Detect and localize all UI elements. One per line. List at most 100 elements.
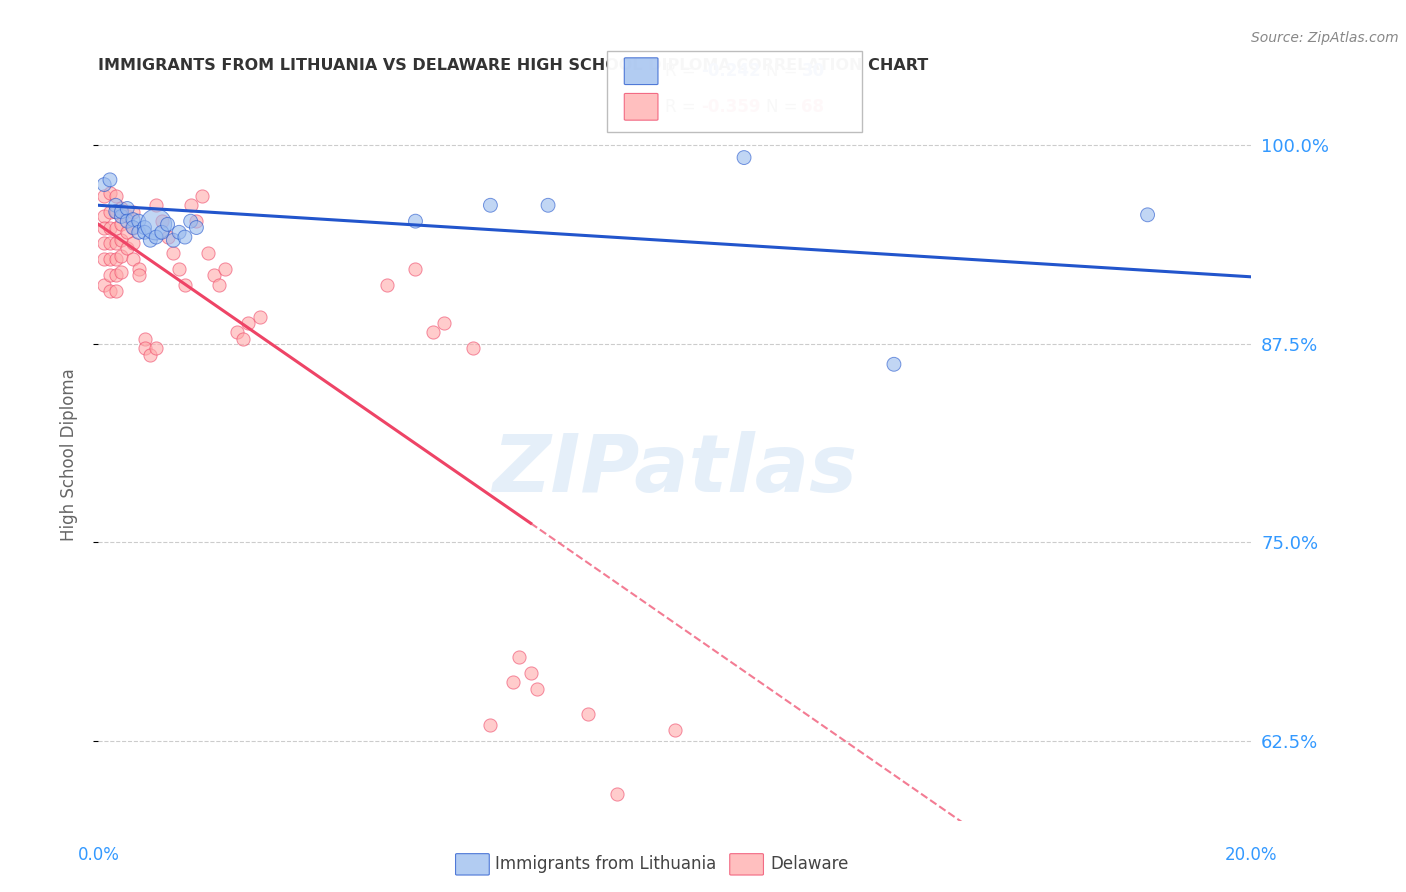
Point <box>110 265 132 279</box>
Point <box>117 241 139 255</box>
Point <box>526 681 548 696</box>
Point <box>150 214 173 228</box>
Point <box>156 218 179 232</box>
Point <box>93 220 115 235</box>
Text: 0.0%: 0.0% <box>77 846 120 863</box>
Point <box>231 332 254 346</box>
Point <box>104 198 127 212</box>
Text: Source: ZipAtlas.com: Source: ZipAtlas.com <box>1251 31 1399 45</box>
Point <box>104 188 127 202</box>
Point <box>122 220 145 235</box>
Point <box>145 218 167 232</box>
Point <box>433 316 456 330</box>
Point <box>197 246 219 260</box>
Point <box>134 332 156 346</box>
Point <box>122 252 145 267</box>
Point <box>479 198 502 212</box>
Point <box>162 246 184 260</box>
Point <box>375 277 398 292</box>
Point <box>98 186 121 200</box>
Point <box>93 277 115 292</box>
Point <box>128 214 150 228</box>
Point <box>733 151 755 165</box>
Point <box>134 220 156 235</box>
Point <box>174 230 197 244</box>
Point <box>98 268 121 283</box>
Point <box>134 225 156 239</box>
Point <box>104 220 127 235</box>
Point <box>664 723 686 737</box>
Point <box>145 198 167 212</box>
Point <box>139 233 162 247</box>
Point <box>110 202 132 216</box>
Point <box>122 220 145 235</box>
Point <box>110 218 132 232</box>
Text: R =: R = <box>665 62 702 80</box>
Point <box>110 233 132 247</box>
Point <box>104 268 127 283</box>
Point <box>128 225 150 239</box>
Point <box>117 202 139 216</box>
Point <box>479 718 502 732</box>
Text: Immigrants from Lithuania: Immigrants from Lithuania <box>495 855 716 873</box>
Point <box>167 225 190 239</box>
Point <box>238 316 260 330</box>
Point <box>405 214 427 228</box>
Point <box>214 261 236 276</box>
Text: 30: 30 <box>801 62 824 80</box>
Point <box>98 252 121 267</box>
Point <box>191 188 214 202</box>
Point <box>117 214 139 228</box>
Point <box>537 198 560 212</box>
Text: -0.242: -0.242 <box>702 62 761 80</box>
Point <box>606 787 628 801</box>
Text: 68: 68 <box>801 98 824 116</box>
Point <box>883 357 905 371</box>
Point <box>180 198 202 212</box>
Point <box>117 225 139 239</box>
Point <box>122 212 145 227</box>
Point <box>128 268 150 283</box>
Point <box>461 342 484 356</box>
Point <box>134 342 156 356</box>
Point <box>104 252 127 267</box>
Point <box>156 230 179 244</box>
Point <box>104 236 127 251</box>
Point <box>174 277 197 292</box>
Point <box>104 204 127 219</box>
Point <box>520 665 543 680</box>
Point <box>405 261 427 276</box>
Point <box>122 204 145 219</box>
Point <box>93 236 115 251</box>
Point <box>150 225 173 239</box>
Point <box>93 210 115 224</box>
Point <box>93 178 115 192</box>
Text: -0.359: -0.359 <box>702 98 761 116</box>
Point <box>578 707 600 722</box>
Point <box>110 249 132 263</box>
Point <box>167 261 190 276</box>
Point <box>1136 208 1159 222</box>
Point <box>98 204 121 219</box>
Point <box>502 675 524 690</box>
Point <box>422 326 444 340</box>
Text: IMMIGRANTS FROM LITHUANIA VS DELAWARE HIGH SCHOOL DIPLOMA CORRELATION CHART: IMMIGRANTS FROM LITHUANIA VS DELAWARE HI… <box>98 58 929 73</box>
Point <box>110 210 132 224</box>
Text: ZIPatlas: ZIPatlas <box>492 431 858 508</box>
Point <box>98 284 121 298</box>
Text: Delaware: Delaware <box>770 855 849 873</box>
Point <box>225 326 247 340</box>
Point <box>104 284 127 298</box>
Point <box>145 230 167 244</box>
Text: R =: R = <box>665 98 702 116</box>
Point <box>249 310 271 324</box>
Point <box>162 233 184 247</box>
Point <box>208 277 231 292</box>
Text: N =: N = <box>766 98 803 116</box>
Point <box>98 173 121 187</box>
Point <box>93 252 115 267</box>
Point <box>508 649 530 664</box>
Point <box>128 261 150 276</box>
Point <box>93 188 115 202</box>
Point <box>117 210 139 224</box>
